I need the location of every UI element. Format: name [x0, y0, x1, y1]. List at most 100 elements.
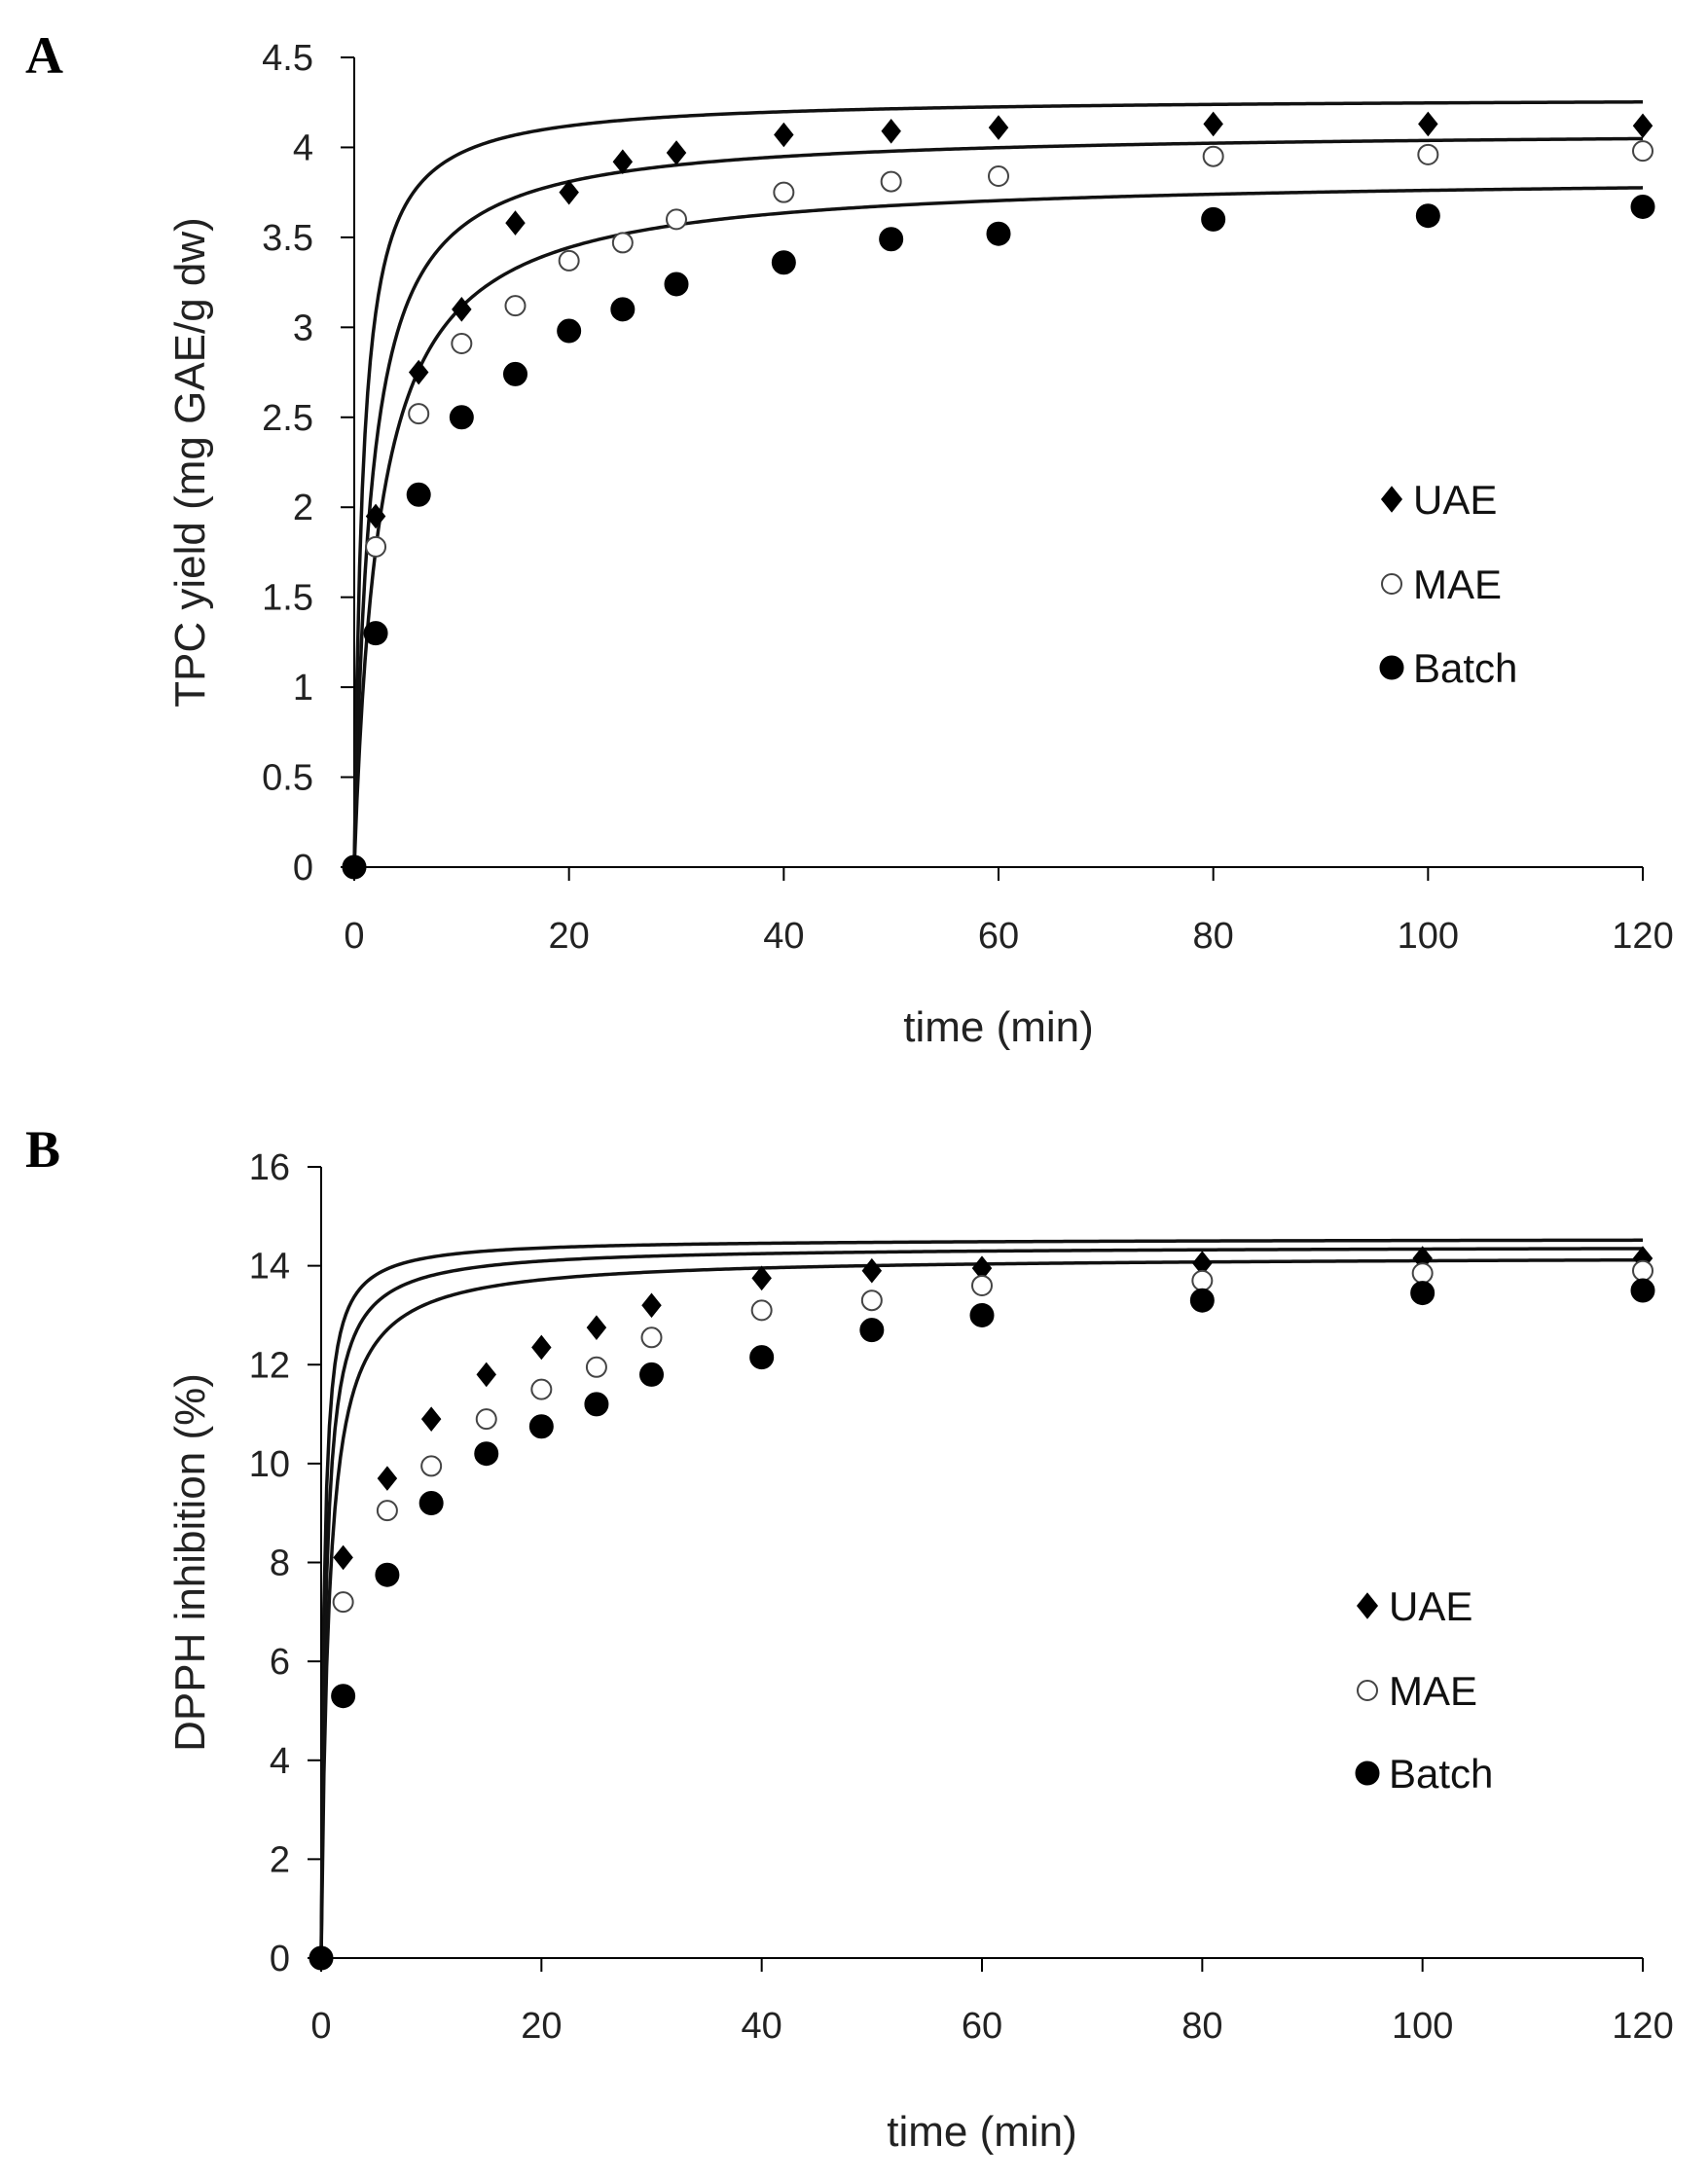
panel-b-point-mae: [971, 1274, 993, 1296]
panel-a-chart: 0 0.5 1 1.5 2 2.5 3 3.5 4 4.5 0 20 40 60 80 100 120 time …: [166, 38, 1674, 1051]
panel-b-point-mae: [376, 1500, 398, 1522]
panel-b-point-uae: [420, 1406, 442, 1432]
panel-a-point-mae: [880, 170, 902, 193]
panel-a-y-tick-label: 1.5: [262, 578, 313, 619]
panel-b-point-uae: [861, 1257, 883, 1284]
panel-a-point-uae: [365, 503, 386, 529]
panel-b-legend-label-uae: UAE: [1389, 1583, 1472, 1629]
panel-a-fit-line-uae: [352, 100, 1644, 868]
panel-a-point-batch: [449, 405, 474, 430]
panel-a-x-tick-label: 40: [763, 916, 804, 957]
panel-b-y-axis-title: DPPH inhibition (%): [166, 1373, 214, 1752]
panel-a-point-mae: [504, 295, 527, 317]
panel-a-point-mae: [773, 181, 795, 203]
panel-a-x-tick-label: 100: [1398, 916, 1459, 957]
panel-b-point-mae: [1411, 1262, 1434, 1285]
panel-b-y-tick-label: 10: [249, 1444, 290, 1485]
panel-b-point-uae: [377, 1466, 398, 1491]
panel-a-y-tick-label: 0: [293, 848, 313, 889]
panel-a-point-uae: [1203, 111, 1223, 137]
panel-a-point-mae: [365, 535, 387, 558]
panel-a-x-tick-label: 80: [1193, 916, 1234, 957]
panel-a-point-batch: [406, 482, 431, 507]
panel-a-legend-label-batch: Batch: [1413, 645, 1517, 691]
panel-a-legend-marker-batch: [1379, 655, 1404, 680]
panel-b-point-mae: [530, 1378, 553, 1400]
panel-a-point-uae: [452, 297, 472, 322]
panel-a-point-uae: [1632, 113, 1653, 139]
panel-a-point-batch: [1415, 203, 1440, 229]
panel-b-legend-label-batch: Batch: [1389, 1751, 1493, 1797]
panel-a-point-batch: [503, 361, 527, 386]
panel-b-y-tick-label: 4: [270, 1741, 290, 1782]
panel-b-y-tick-label: 8: [270, 1543, 290, 1584]
panel-a-point-batch: [664, 272, 689, 297]
panel-a-point-batch: [1201, 206, 1226, 232]
panel-b-letter: B: [25, 1120, 61, 1179]
panel-b-point-batch: [474, 1441, 499, 1467]
panel-a-point-mae: [558, 249, 580, 272]
panel-b-point-batch: [528, 1414, 554, 1439]
panel-a-point-uae: [505, 210, 526, 236]
panel-a-point-batch: [557, 318, 582, 344]
panel-a-point-mae: [988, 165, 1009, 188]
panel-b-point-batch: [309, 1945, 334, 1971]
panel-b-x-axis-title: time (min): [887, 2108, 1077, 2156]
panel-a-point-batch: [986, 221, 1011, 246]
panel-b-y-tick-label: 0: [270, 1939, 290, 1979]
panel-a-x-tick-label: 60: [978, 916, 1019, 957]
panel-b-point-uae: [641, 1292, 662, 1319]
panel-a-fit-line-batch: [352, 186, 1644, 868]
panel-a-y-tick-label: 4: [293, 127, 313, 168]
panel-a-letter: A: [25, 26, 63, 85]
panel-a-point-mae: [451, 332, 473, 354]
panel-b-y-tick-label: 2: [270, 1839, 290, 1880]
panel-b-y-tick-label: 6: [270, 1642, 290, 1683]
panel-a-point-uae: [559, 179, 579, 205]
panel-a-y-tick-label: 3: [293, 308, 313, 348]
panel-b-point-batch: [418, 1491, 444, 1516]
panel-b-point-uae: [586, 1315, 607, 1340]
panel-b-point-mae: [585, 1356, 607, 1378]
panel-a-point-mae: [666, 208, 687, 231]
panel-b-x-tick-label: 0: [310, 2006, 331, 2047]
panel-b-point-batch: [859, 1318, 885, 1343]
panel-b-point-mae: [420, 1455, 443, 1477]
panel-b-x-tick-label: 80: [1181, 2006, 1222, 2047]
panel-b-point-uae: [531, 1334, 552, 1361]
panel-b-point-mae: [1191, 1269, 1214, 1291]
panel-a-point-mae: [611, 232, 634, 254]
panel-b-point-uae: [476, 1362, 496, 1388]
panel-a-point-mae: [1202, 145, 1224, 167]
panel-b-legend-marker-batch: [1355, 1761, 1380, 1786]
panel-a-point-uae: [988, 115, 1009, 140]
panel-a-y-tick-label: 3.5: [262, 218, 313, 259]
panel-b-point-batch: [639, 1362, 664, 1387]
panel-a-point-uae: [408, 359, 429, 385]
panel-a-point-uae: [666, 140, 687, 165]
panel-a-point-uae: [612, 149, 634, 175]
panel-b-legend-label-mae: MAE: [1389, 1668, 1477, 1714]
panel-b-point-mae: [640, 1326, 663, 1349]
panel-a-point-batch: [342, 854, 367, 880]
panel-a-legend-marker-uae: [1380, 486, 1403, 513]
panel-b-point-batch: [749, 1345, 775, 1370]
panel-b-point-batch: [584, 1392, 609, 1417]
panel-a-point-batch: [363, 621, 388, 646]
panel-b-x-tick-label: 20: [521, 2006, 562, 2047]
panel-a-point-batch: [771, 250, 796, 275]
panel-a-legend-label-mae: MAE: [1413, 562, 1502, 607]
panel-a-point-mae: [1632, 140, 1653, 163]
panel-b-fit-line-uae: [319, 1238, 1644, 1959]
panel-a-point-uae: [774, 122, 794, 148]
panel-a-point-uae: [1418, 111, 1438, 137]
panel-a-y-tick-label: 1: [293, 668, 313, 708]
panel-a-point-uae: [881, 119, 901, 144]
panel-a-x-tick-label: 20: [549, 916, 590, 957]
panel-b-point-mae: [475, 1408, 497, 1431]
panel-a-x-tick-label: 0: [344, 916, 364, 957]
panel-b-point-batch: [1189, 1288, 1215, 1313]
panel-a-y-tick-label: 0.5: [262, 758, 313, 799]
panel-b-point-batch: [1410, 1281, 1435, 1306]
panel-a-x-axis-title: time (min): [903, 1003, 1094, 1051]
